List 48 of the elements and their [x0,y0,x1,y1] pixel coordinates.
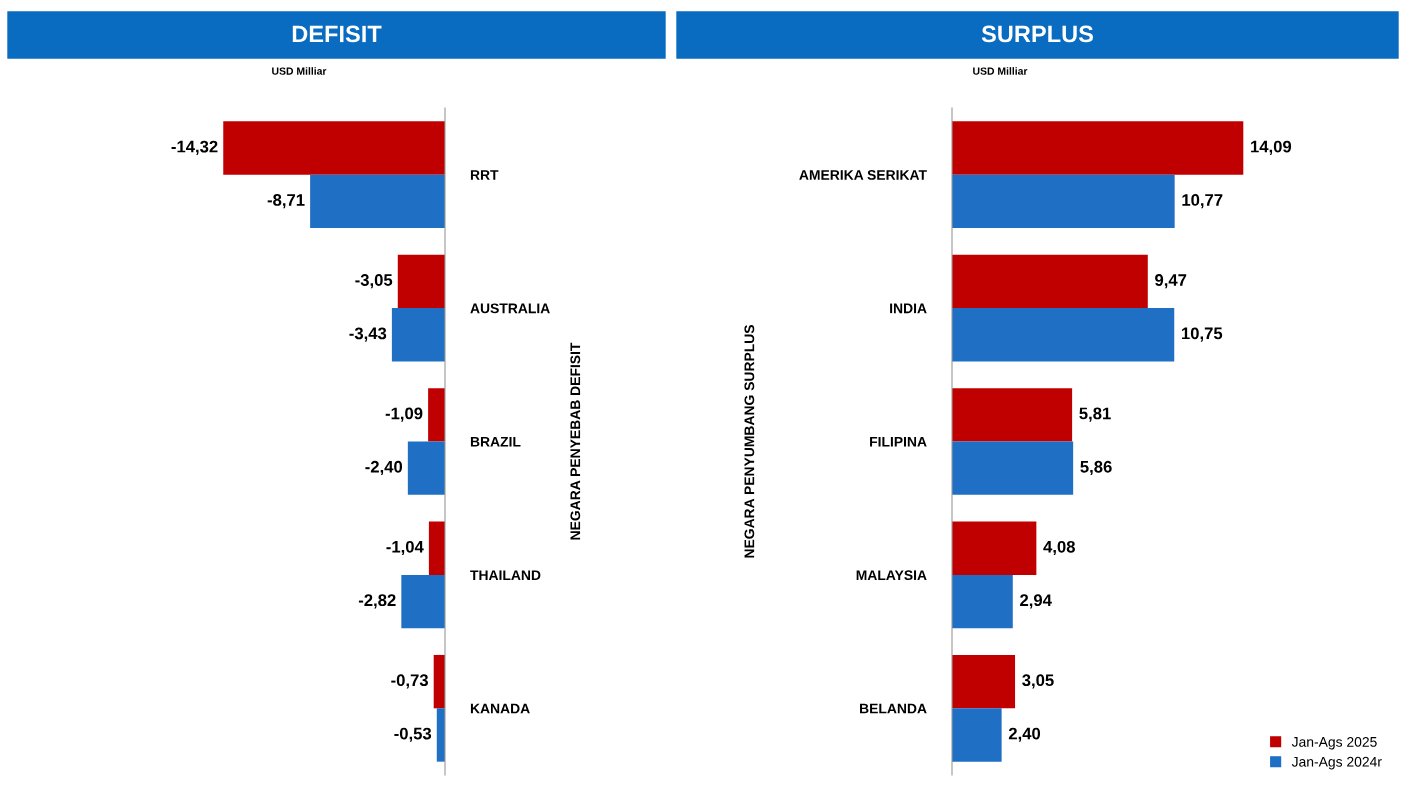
data-label: -8,71 [267,194,305,209]
data-label: 10,75 [1182,327,1223,342]
data-label: 4,08 [1043,540,1075,556]
chart-title: SURPLUS [981,25,1093,43]
data-label: 2,40 [1008,727,1041,742]
bar [952,121,1244,175]
data-label: -0,73 [391,674,428,689]
chart-title: DEFISIT [292,25,382,43]
y-tick-label: MALAYSIA [856,570,927,581]
chart-subtitle: USD Milliar [272,67,327,75]
bar [952,441,1074,495]
data-label: 2,94 [1020,594,1052,609]
data-label: -14,32 [171,140,218,155]
y-tick-label: INDIA [890,303,927,314]
bar [952,254,1148,309]
data-label: 10,77 [1182,194,1223,209]
bar [952,388,1073,442]
y-axis-title: NEGARA PENYUMBANG SURPLUS [744,325,755,558]
data-label: 3,05 [1022,674,1054,689]
data-label: 14,09 [1251,140,1292,155]
legend-label: Jan-Ags 2024r [1291,756,1382,770]
bar [952,708,1002,762]
y-tick-label: FILIPINA [870,436,927,447]
data-label: -2,40 [365,460,403,476]
data-label: -3,05 [355,274,393,289]
y-tick-label: BRAZIL [470,436,521,447]
y-tick-label: BELANDA [860,703,927,714]
y-tick-label: AMERIKA SERIKAT [799,170,927,180]
bar [952,521,1037,575]
data-label: 5,81 [1079,407,1111,422]
data-label: 5,86 [1080,460,1112,476]
data-label: -1,09 [385,407,423,422]
y-axis-title: NEGARA PENYEBAB DEFISIT [570,342,581,540]
data-label: 9,47 [1155,274,1187,289]
data-label: -1,04 [386,540,424,556]
legend-label: Jan-Ags 2025 [1291,736,1377,750]
bar [952,174,1175,229]
data-label: -2,82 [358,594,396,609]
y-tick-label: RRT [470,170,499,180]
y-tick-label: AUSTRALIA [470,303,550,314]
data-label: -3,43 [349,327,387,342]
bar [952,654,1016,709]
data-label: -0,53 [394,727,432,742]
chart-subtitle: USD Milliar [973,67,1028,75]
y-tick-label: KANADA [470,703,530,714]
bar [952,308,1175,362]
bar [952,574,1013,629]
y-tick-label: THAILAND [470,570,541,580]
